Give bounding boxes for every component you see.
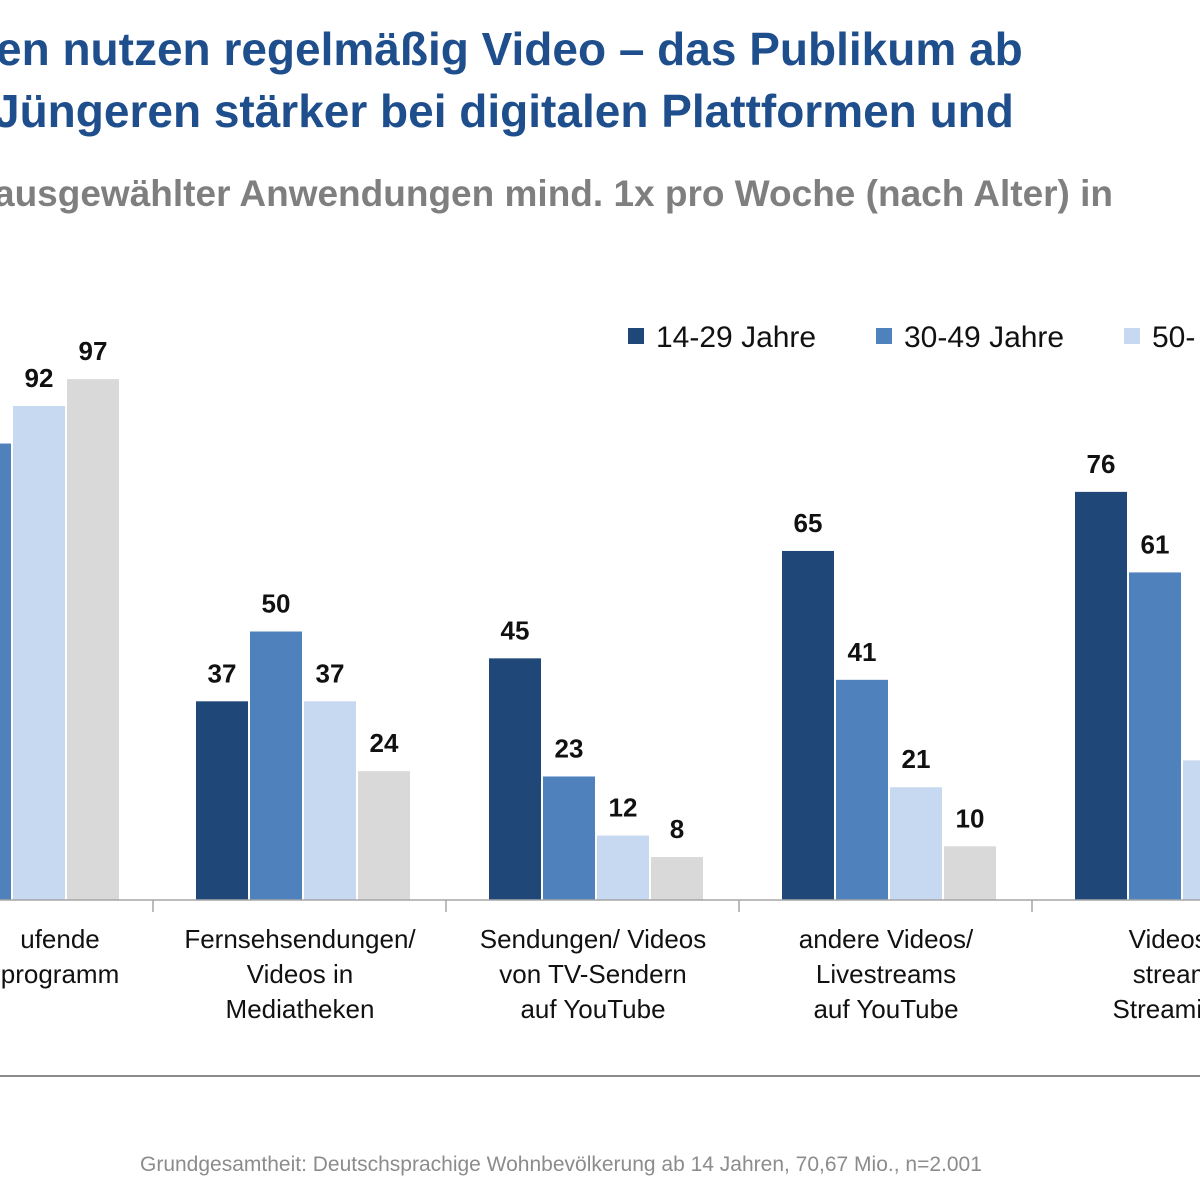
legend-label: 14-29 Jahre — [656, 321, 816, 354]
bar — [782, 550, 834, 900]
category-label: Sendungen/ Videos von TV-Sendern auf YouTu… — [480, 924, 707, 1024]
bar — [836, 679, 888, 900]
legend-label: 30-49 Jahre — [904, 321, 1064, 354]
bar — [1075, 491, 1127, 900]
category-label: Fernsehsendungen/Videos in Mediatheken — [184, 924, 416, 1024]
bar — [304, 701, 356, 900]
category-label-line: von TV-Sendern — [499, 959, 686, 989]
category-label-line: programm — [1, 959, 119, 989]
bar — [597, 835, 649, 900]
bar — [250, 631, 302, 900]
category-label-line: Mediatheken — [226, 994, 375, 1024]
bar — [651, 857, 703, 900]
legend-swatch — [628, 328, 644, 344]
bar-chart: 37456576502341619237122129724810ufendepr… — [0, 321, 1200, 1077]
bar — [543, 776, 595, 900]
legend-label: 50- — [1152, 321, 1195, 354]
bar-value-label: 61 — [1141, 529, 1170, 559]
category-label-line: ufende — [20, 924, 100, 954]
bar-value-label: 65 — [794, 508, 823, 538]
bar-value-label: 41 — [848, 637, 877, 667]
bar-value-label: 37 — [316, 658, 345, 688]
bar — [358, 771, 410, 900]
bar — [489, 658, 541, 900]
bar-value-label: 76 — [1087, 449, 1116, 479]
category-label-line: andere Videos/ — [799, 924, 974, 954]
bar — [1183, 760, 1200, 900]
chart-subtitle: ausgewählter Anwendungen mind. 1x pro Wo… — [0, 173, 1114, 214]
category-label: andere Videos/Livestreams auf YouTube — [799, 924, 974, 1024]
category-label-line: Sendungen/ Videos — [480, 924, 707, 954]
category-label-line: auf YouTube — [520, 994, 665, 1024]
bar — [196, 701, 248, 900]
category-label-line: Videos/ I — [1129, 924, 1200, 954]
chart-title-line-2: Jüngeren stärker bei digitalen Plattform… — [0, 85, 1014, 137]
bar-value-label: 21 — [902, 744, 931, 774]
category-label-line: Videos in — [247, 959, 354, 989]
legend-swatch — [876, 328, 892, 344]
bar-value-label: 97 — [79, 336, 108, 366]
bar — [944, 846, 996, 900]
category-label-line: Streamingd — [1113, 994, 1200, 1024]
bar-value-label: 24 — [370, 728, 399, 758]
bar-value-label: 10 — [956, 803, 985, 833]
category-label: ufende programm — [1, 924, 119, 989]
category-label-line: streams — [1133, 959, 1200, 989]
bar-value-label: 23 — [555, 733, 584, 763]
bar-value-label: 12 — [609, 793, 638, 823]
chart-title-line-1: en nutzen regelmäßig Video – das Publiku… — [0, 23, 1023, 75]
footnote: Grundgesamtheit: Deutschsprachige Wohnbe… — [140, 1153, 982, 1176]
chart-title: en nutzen regelmäßig Video – das Publiku… — [0, 18, 1200, 142]
bar — [67, 379, 119, 900]
legend-swatch — [1124, 328, 1140, 344]
category-label-line: Fernsehsendungen/ — [184, 924, 416, 954]
category-label-line: auf YouTube — [813, 994, 958, 1024]
bar — [890, 787, 942, 900]
bar — [0, 443, 11, 900]
bar-value-label: 37 — [208, 658, 237, 688]
bar — [1129, 572, 1181, 900]
bar-value-label: 45 — [501, 615, 530, 645]
category-label: Videos/ I streams Streamingd — [1113, 924, 1200, 1024]
category-label-line: Livestreams — [816, 959, 956, 989]
bar-value-label: 92 — [25, 363, 54, 393]
bar-value-label: 8 — [670, 814, 684, 844]
bar — [13, 405, 65, 900]
bar-value-label: 50 — [262, 589, 291, 619]
